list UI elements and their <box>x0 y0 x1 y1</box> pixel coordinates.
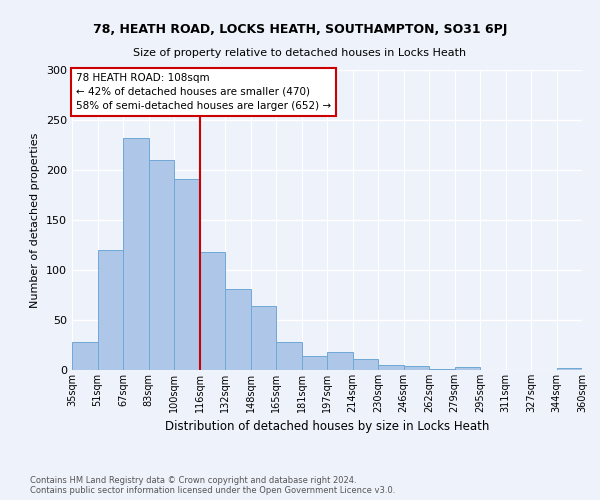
Bar <box>97 250 123 370</box>
Bar <box>123 138 149 370</box>
Bar <box>404 366 429 370</box>
Bar <box>174 179 199 370</box>
Bar <box>251 306 276 370</box>
Y-axis label: Number of detached properties: Number of detached properties <box>31 132 40 308</box>
Text: Contains HM Land Registry data © Crown copyright and database right 2024.
Contai: Contains HM Land Registry data © Crown c… <box>30 476 395 495</box>
Bar <box>353 359 378 370</box>
Text: 78, HEATH ROAD, LOCKS HEATH, SOUTHAMPTON, SO31 6PJ: 78, HEATH ROAD, LOCKS HEATH, SOUTHAMPTON… <box>93 22 507 36</box>
Bar <box>149 160 174 370</box>
X-axis label: Distribution of detached houses by size in Locks Heath: Distribution of detached houses by size … <box>165 420 489 434</box>
Bar <box>72 342 97 370</box>
Bar <box>455 367 480 370</box>
Text: Size of property relative to detached houses in Locks Heath: Size of property relative to detached ho… <box>133 48 467 58</box>
Bar <box>225 289 251 370</box>
Bar <box>276 342 302 370</box>
Bar <box>429 369 455 370</box>
Bar <box>327 352 353 370</box>
Bar <box>199 252 225 370</box>
Bar <box>302 356 327 370</box>
Bar <box>557 368 582 370</box>
Text: 78 HEATH ROAD: 108sqm
← 42% of detached houses are smaller (470)
58% of semi-det: 78 HEATH ROAD: 108sqm ← 42% of detached … <box>76 73 331 111</box>
Bar <box>378 365 404 370</box>
